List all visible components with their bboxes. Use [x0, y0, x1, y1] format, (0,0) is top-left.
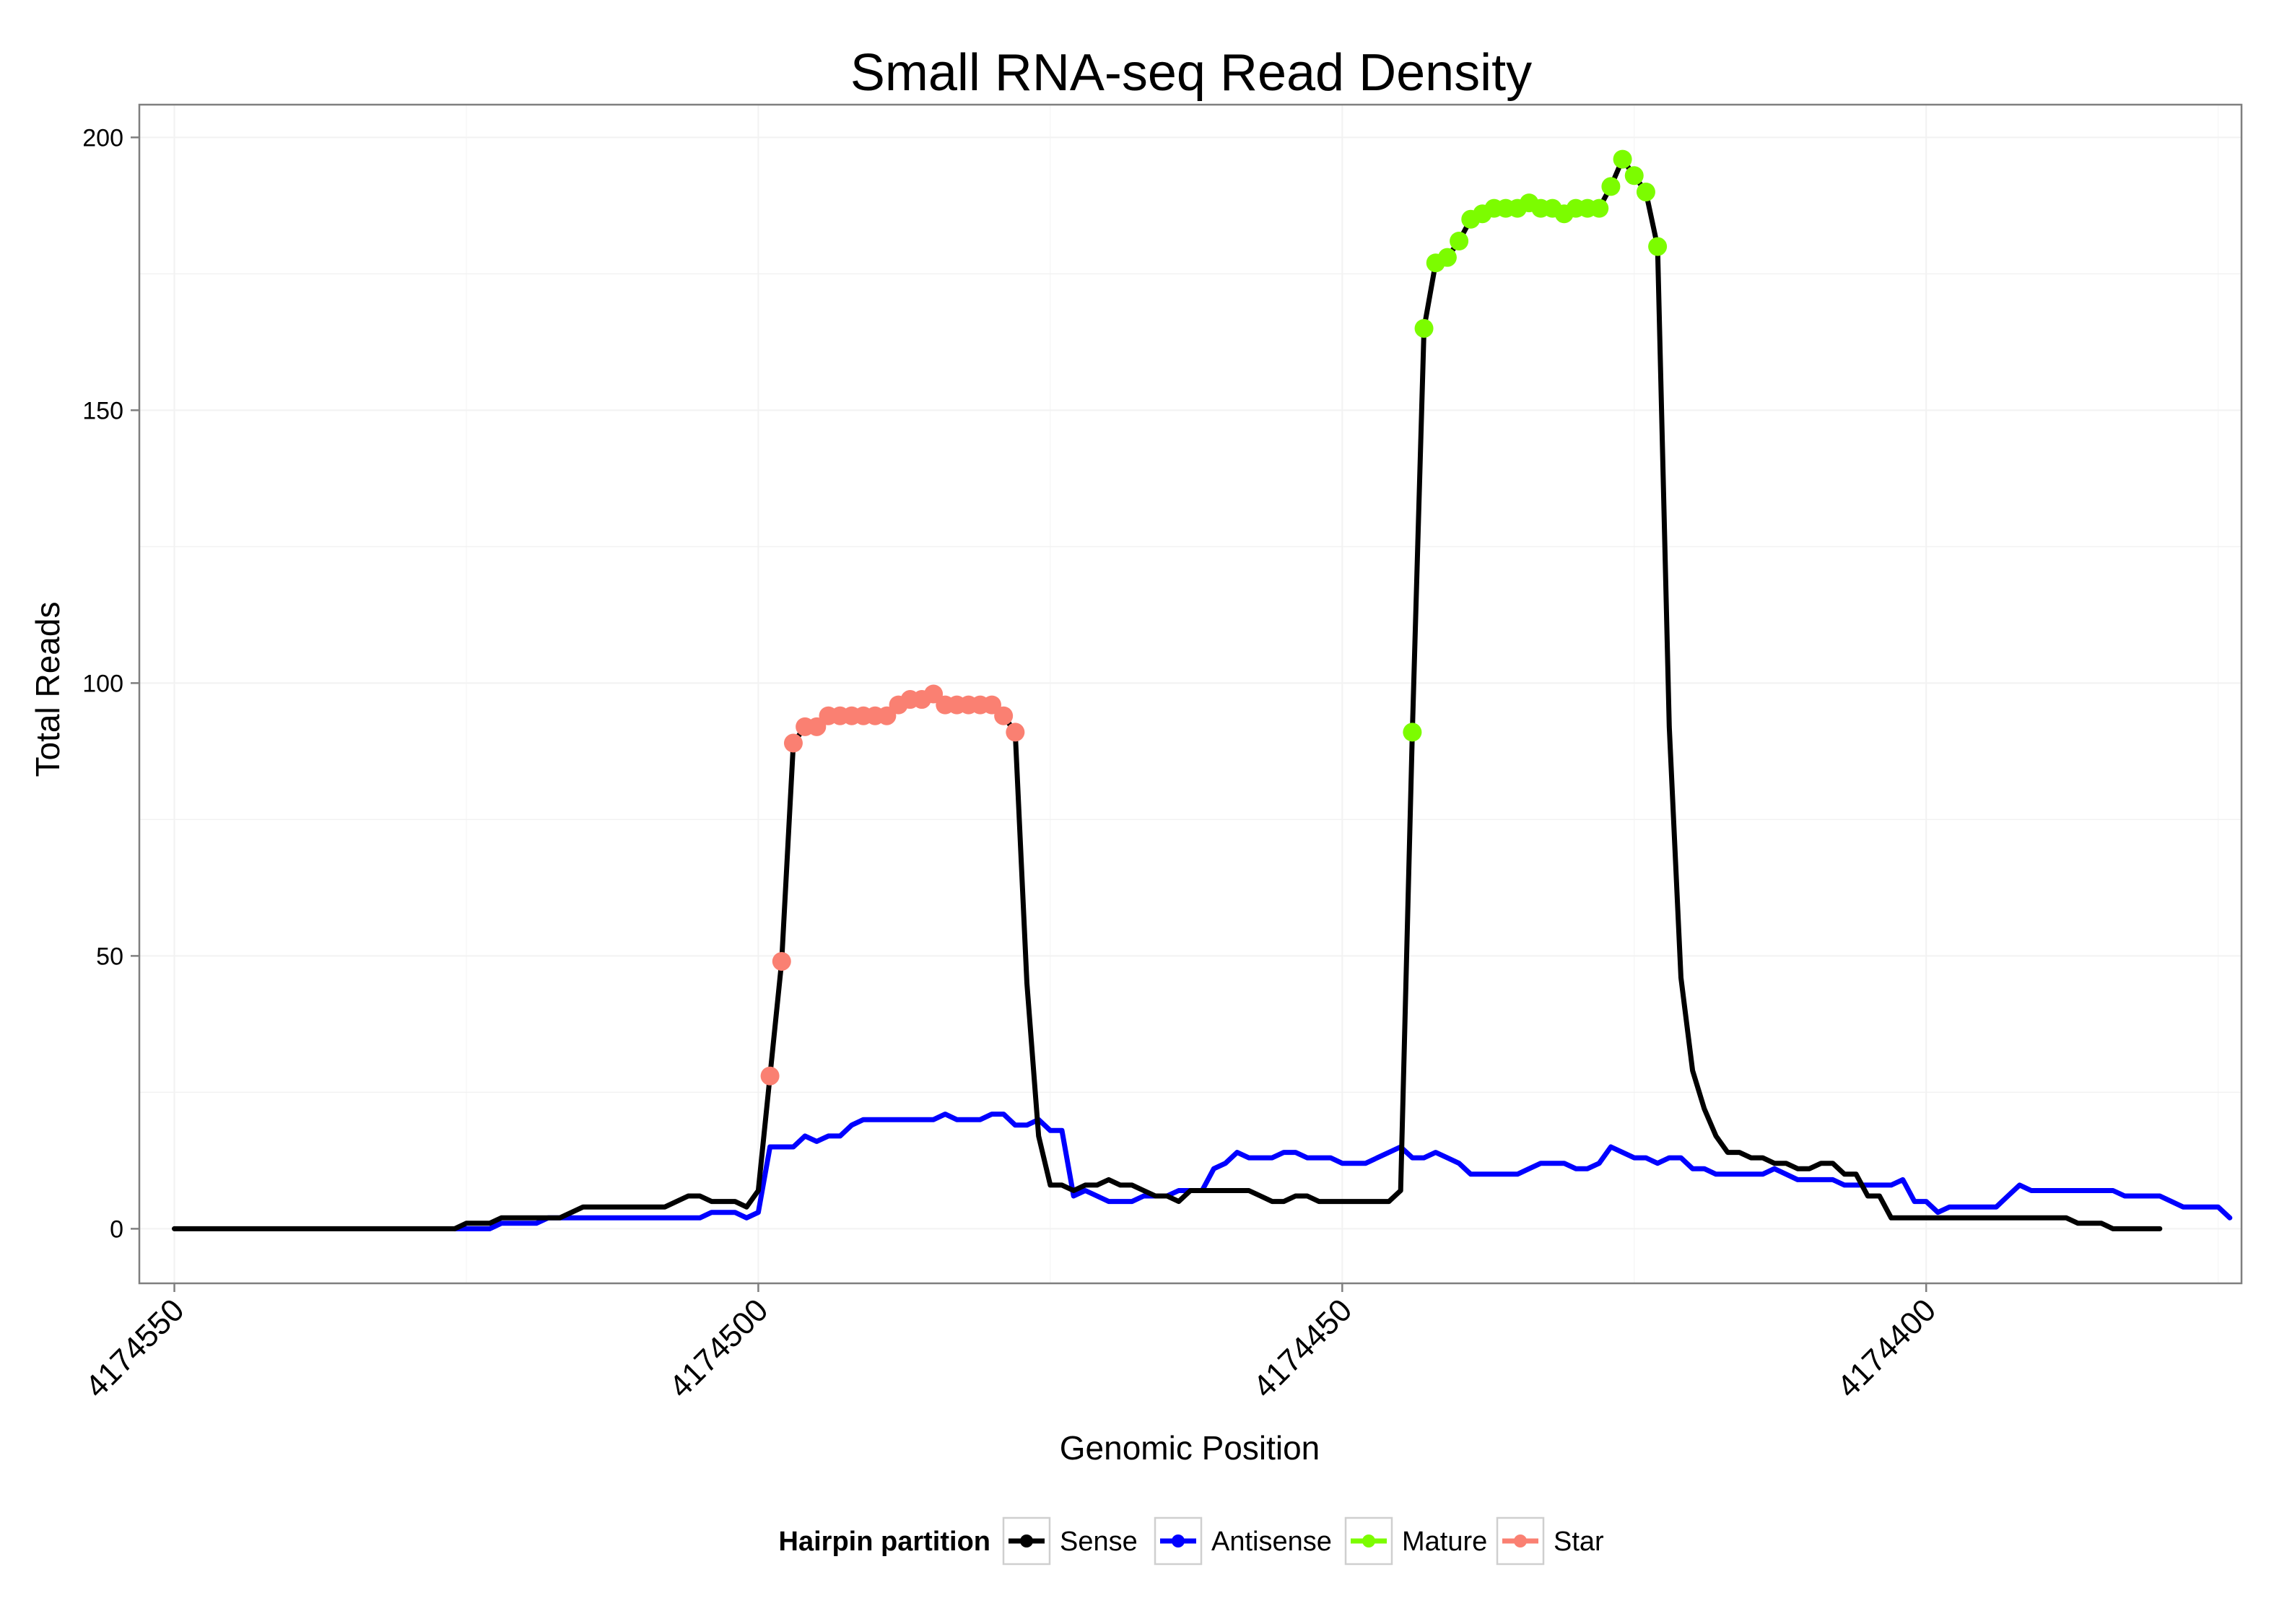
point-mature: [1450, 232, 1469, 251]
point-mature: [1403, 722, 1422, 742]
chart-title: Small RNA-seq Read Density: [850, 44, 1532, 102]
point-mature: [1648, 237, 1668, 256]
plot-panel: [139, 105, 2242, 1283]
point-mature: [1437, 248, 1457, 267]
plot-border: [138, 103, 2243, 1285]
legend-title: Hairpin partition: [779, 1527, 990, 1557]
legend-label: Mature: [1402, 1527, 1487, 1557]
legend-label: Antisense: [1211, 1527, 1332, 1557]
legend-item-antisense: Antisense: [1154, 1516, 1332, 1566]
legend-label: Star: [1554, 1527, 1604, 1557]
x-tick-label: 4174400: [1830, 1292, 1943, 1405]
point-mature: [1590, 198, 1609, 218]
legend-key-point: [1172, 1534, 1185, 1547]
y-tick-label: 100: [82, 670, 123, 697]
x-axis-title: Genomic Position: [1060, 1429, 1320, 1467]
plot-background: [139, 105, 2242, 1283]
point-mature: [1601, 177, 1621, 196]
panel-border: [138, 103, 2243, 1285]
legend: Hairpin partition Sense Antisense Mature Sta…: [779, 1516, 1604, 1566]
y-tick-label: 50: [96, 943, 123, 970]
point-mature: [1636, 182, 1655, 201]
point-star: [783, 733, 803, 753]
y-tick-label: 0: [110, 1215, 123, 1243]
point-star: [994, 706, 1014, 725]
x-tick-label: 4174450: [1247, 1292, 1359, 1405]
legend-item-mature: Mature: [1344, 1516, 1487, 1566]
point-mature: [1624, 166, 1644, 185]
y-tick-label: 150: [82, 397, 123, 424]
point-star: [1006, 722, 1025, 742]
point-mature: [1414, 318, 1434, 338]
legend-key-point: [1020, 1534, 1033, 1547]
legend-item-sense: Sense: [1002, 1516, 1138, 1566]
series-markers: [760, 149, 1668, 1086]
legend-key-point: [1362, 1534, 1375, 1547]
legend-item-star: Star: [1496, 1516, 1604, 1566]
y-axis-title: Total Reads: [29, 602, 66, 777]
x-tick-label: 4174550: [79, 1292, 191, 1405]
point-mature: [1613, 149, 1632, 169]
y-axis: 0 50 100 150 200: [82, 124, 139, 1243]
grid-lines: [139, 105, 2242, 1283]
x-axis: 4174550 4174500 4174450 4174400: [79, 1283, 1943, 1405]
series-line-antisense: [452, 1112, 2233, 1231]
legend-label: Sense: [1060, 1527, 1138, 1557]
y-tick-label: 200: [82, 124, 123, 152]
point-star: [772, 951, 791, 971]
point-star: [760, 1066, 780, 1086]
legend-key-point: [1514, 1534, 1527, 1547]
x-tick-label: 4174500: [663, 1292, 775, 1405]
